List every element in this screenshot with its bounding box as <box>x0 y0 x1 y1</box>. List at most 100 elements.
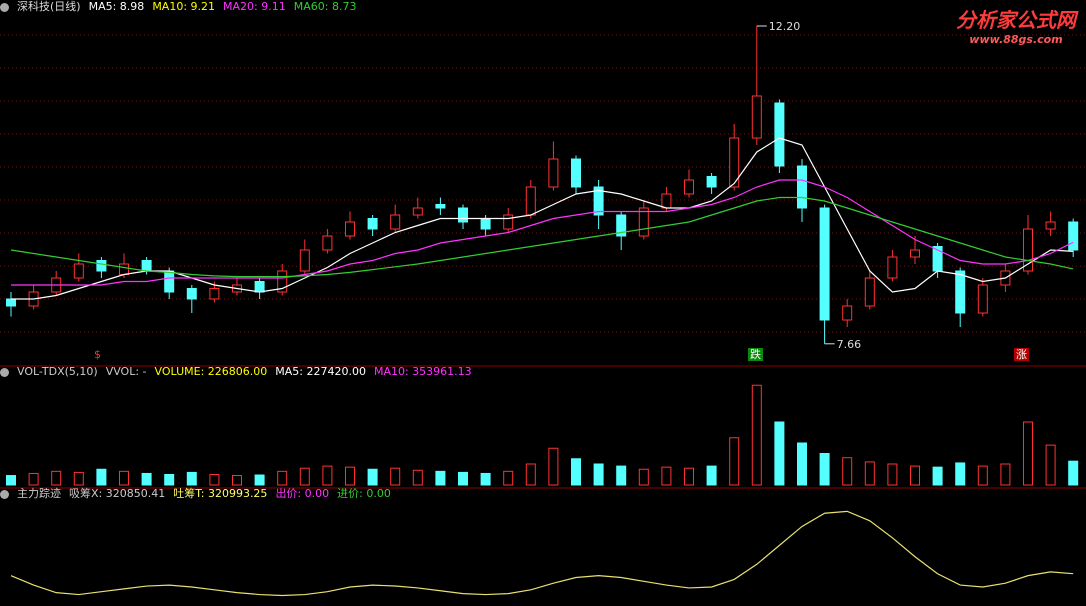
candle-body <box>277 270 288 293</box>
legend-item: 吐筹T: 320993.25 <box>173 487 268 500</box>
legend-item: MA5: 227420.00 <box>275 365 366 378</box>
volume-bar <box>28 472 39 486</box>
candle-body <box>706 176 717 188</box>
volume-bar <box>209 474 220 486</box>
annotation: 7.66 <box>837 338 862 351</box>
candle-body <box>503 214 514 230</box>
legend-item: VVOL: - <box>105 365 147 378</box>
annotation: 12.20 <box>769 20 801 33</box>
candle-body <box>751 95 762 139</box>
candle-body <box>299 249 310 272</box>
volume-bar <box>164 474 175 486</box>
volume-bar <box>819 453 830 486</box>
candle-body <box>164 270 175 293</box>
volume-bar <box>119 470 129 486</box>
icon <box>0 489 9 499</box>
volume-bar <box>661 466 672 486</box>
candle-body <box>322 235 333 251</box>
legend-item: VOLUME: 226806.00 <box>154 365 268 378</box>
candle-body <box>616 214 627 237</box>
volume-bar <box>864 461 875 486</box>
candle-body <box>977 284 988 314</box>
candle-body <box>6 298 16 307</box>
volume-bar <box>345 466 355 486</box>
candle-body <box>638 207 649 237</box>
legend-item: VOL-TDX(5,10) <box>17 365 98 378</box>
candle-body <box>345 221 355 237</box>
candle-body <box>1023 228 1033 272</box>
candle-body <box>797 165 807 209</box>
indicator-line <box>10 510 1074 597</box>
volume-bar <box>186 471 197 486</box>
candle-body <box>887 256 898 279</box>
volume-bar <box>706 465 717 486</box>
volume-bar <box>1045 444 1056 486</box>
candle-body <box>548 158 559 188</box>
volume-bar <box>955 462 966 486</box>
candle-body <box>910 249 920 258</box>
candle-body <box>593 186 604 216</box>
candle-body <box>661 193 672 209</box>
volume-bar <box>254 474 265 486</box>
volume-bar <box>322 465 333 486</box>
volume-bar <box>480 472 491 486</box>
legend-item: MA10: 353961.13 <box>373 365 472 378</box>
candle-body <box>412 207 423 216</box>
price-header: 深科技(日线) MA5: 8.98 MA10: 9.21 MA20: 9.11 MA60… <box>0 0 356 14</box>
volume-bar <box>797 442 807 486</box>
watermark-title: 分析家公式网 <box>956 8 1076 32</box>
legend-item: 主力踪迹 <box>17 487 61 500</box>
volume-bar <box>842 457 853 486</box>
volume-bar <box>6 475 16 486</box>
volume-bar <box>503 470 514 486</box>
legend-item: MA60: 8.73 <box>293 0 357 13</box>
candle-body <box>480 218 491 230</box>
volume-bar <box>73 471 84 486</box>
candle-body <box>186 288 197 300</box>
indicator-header: 主力踪迹 吸筹X: 320850.41 吐筹T: 320993.25 出价: 0.00… <box>0 487 391 501</box>
watermark-url: www.88gs.com <box>969 33 1063 46</box>
volume-bar <box>299 467 310 486</box>
volume-bar <box>232 475 242 486</box>
volume-header: VOL-TDX(5,10) VVOL: - VOLUME: 226806.00 MA5… <box>0 365 472 379</box>
candle-body <box>955 270 966 314</box>
candle-body <box>209 288 220 300</box>
volume-bar <box>616 465 627 486</box>
volume-bar <box>412 469 423 486</box>
candle-body <box>254 281 265 293</box>
candle-body <box>819 207 830 321</box>
volume-bar <box>367 468 378 486</box>
candle-body <box>729 137 740 188</box>
candle-body <box>73 263 84 279</box>
icon <box>0 367 9 377</box>
volume-bar <box>141 472 152 486</box>
volume-bar <box>1023 421 1033 486</box>
volume-bar <box>774 421 785 486</box>
candle-body <box>96 260 107 272</box>
volume-bar <box>910 465 920 486</box>
candle-body <box>571 158 581 188</box>
volume-bar <box>887 463 898 486</box>
watermark: 分析家公式网 www.88gs.com <box>956 4 1076 46</box>
volume-bar <box>525 463 536 486</box>
volume-bar <box>1068 460 1079 486</box>
candle-body <box>119 263 129 275</box>
candle-body <box>435 204 446 209</box>
volume-bar <box>977 465 988 486</box>
chart-title: 深科技(日线) <box>17 0 81 13</box>
volume-bar <box>593 463 604 486</box>
candle-body <box>458 207 468 223</box>
volume-bar <box>751 384 762 486</box>
signal: 跌 <box>748 348 763 361</box>
candle-body <box>525 186 536 216</box>
legend-item: MA5: 8.98 <box>88 0 145 13</box>
signal: $ <box>94 348 101 361</box>
volume-bar <box>96 468 107 486</box>
candle-body <box>390 214 401 230</box>
volume-bar <box>458 471 468 486</box>
legend-item: 进价: 0.00 <box>337 487 391 500</box>
candle-body <box>1045 221 1056 230</box>
signal: 涨 <box>1014 348 1029 361</box>
